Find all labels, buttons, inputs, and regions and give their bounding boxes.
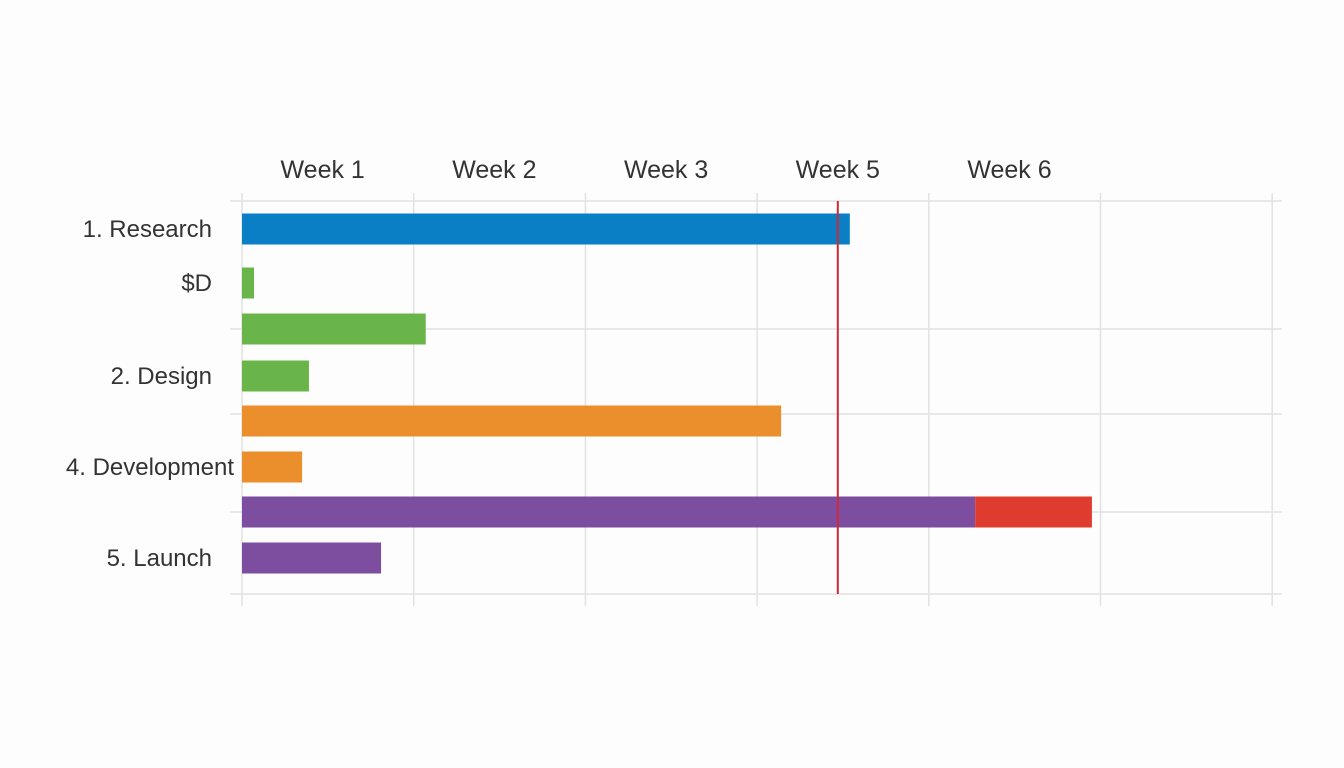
task-bar xyxy=(242,267,255,299)
task-bar xyxy=(242,496,976,528)
task-label: 5. Launch xyxy=(107,545,212,572)
task-label: 1. Research xyxy=(83,216,212,243)
task-labels: 1. Research $D 2. Design 4. Development 5. L… xyxy=(66,216,234,572)
task-bar xyxy=(975,496,1092,528)
week-label: Week 6 xyxy=(967,156,1051,184)
task-bar xyxy=(242,451,303,483)
task-bars xyxy=(242,213,1092,574)
week-axis: Week 1 Week 2 Week 3 Week 5 Week 6 xyxy=(281,156,1052,184)
task-bar xyxy=(242,313,426,345)
task-label: 2. Design xyxy=(111,363,212,390)
task-bar xyxy=(242,213,850,245)
task-bar xyxy=(242,542,382,574)
week-label: Week 3 xyxy=(624,156,708,184)
task-bar xyxy=(242,405,782,437)
week-label: Week 5 xyxy=(796,156,880,184)
week-label: Week 2 xyxy=(452,156,536,184)
week-label: Week 1 xyxy=(281,156,365,184)
task-bar xyxy=(242,360,309,392)
task-label: 4. Development xyxy=(66,454,234,481)
grid-lines xyxy=(230,193,1282,606)
task-label: $D xyxy=(181,270,212,297)
